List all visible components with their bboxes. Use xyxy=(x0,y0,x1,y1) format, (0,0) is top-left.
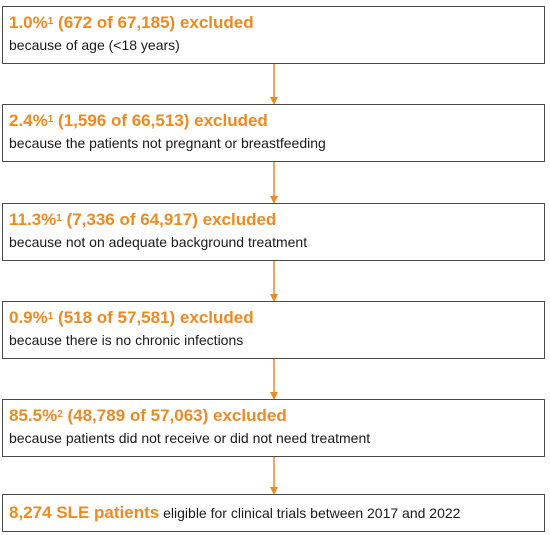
eligible-description: eligible for clinical trials between 201… xyxy=(159,505,461,521)
exclusion-box-background-treatment: 11.3%1 (7,336 of 64,917) excluded becaus… xyxy=(2,203,545,261)
exclusion-headline: 0.9%1 (518 of 57,581) excluded xyxy=(9,308,254,327)
exclusion-reason: because of age (<18 years) xyxy=(9,37,180,53)
eligible-summary: 8,274 SLE patients eligible for clinical… xyxy=(9,503,538,524)
exclusion-box-age: 1.0%1 (672 of 67,185) excluded because o… xyxy=(2,6,545,64)
exclusion-headline: 1.0%1 (672 of 67,185) excluded xyxy=(9,13,254,32)
exclusion-reason: because not on adequate background treat… xyxy=(9,234,308,250)
exclusion-reason: because patients did not receive or did … xyxy=(9,430,371,446)
exclusion-headline: 2.4%1 (1,596 of 66,513) excluded xyxy=(9,111,268,130)
exclusion-reason: because there is no chronic infections xyxy=(9,332,244,348)
exclusion-headline: 11.3%1 (7,336 of 64,917) excluded xyxy=(9,210,277,229)
exclusion-box-treatment-need: 85.5%2 (48,789 of 57,063) excluded becau… xyxy=(2,399,545,457)
exclusion-reason: because the patients not pregnant or bre… xyxy=(9,135,326,151)
exclusion-headline: 85.5%2 (48,789 of 57,063) excluded xyxy=(9,406,287,425)
exclusion-box-infections: 0.9%1 (518 of 57,581) excluded because t… xyxy=(2,301,545,359)
eligible-patients-box: 8,274 SLE patients eligible for clinical… xyxy=(2,494,545,532)
eligible-count: 8,274 SLE patients xyxy=(9,503,160,522)
exclusion-box-pregnancy: 2.4%1 (1,596 of 66,513) excluded because… xyxy=(2,104,545,162)
